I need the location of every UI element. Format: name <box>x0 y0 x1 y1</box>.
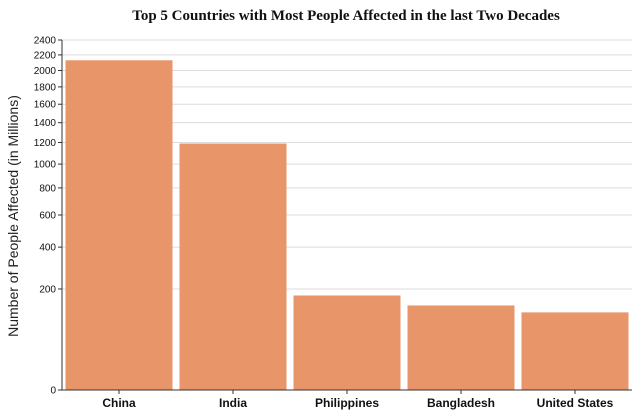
bar <box>293 295 401 390</box>
y-tick-label: 1200 <box>34 138 57 149</box>
bar <box>407 305 515 390</box>
y-tick-label: 1400 <box>34 118 57 129</box>
x-tick-label: India <box>219 396 247 410</box>
y-tick-label: 2200 <box>34 50 57 61</box>
y-tick-label: 600 <box>39 211 56 222</box>
y-axis-label: Number of People Affected (in Millions) <box>5 95 21 337</box>
y-tick-label: 200 <box>39 284 56 295</box>
y-tick-label: 400 <box>39 243 56 254</box>
y-tick-label: 2000 <box>34 66 57 77</box>
y-tick-label: 2400 <box>34 36 57 47</box>
x-tick-label: China <box>102 396 136 410</box>
y-tick-label: 1600 <box>34 100 57 111</box>
x-tick-label: United States <box>537 396 614 410</box>
chart-title: Top 5 Countries with Most People Affecte… <box>132 8 560 24</box>
y-tick-label: 800 <box>39 183 56 194</box>
x-tick-label: Philippines <box>315 396 379 410</box>
bars <box>65 60 629 391</box>
bar <box>65 60 173 391</box>
y-tick-label: 1800 <box>34 82 57 93</box>
y-tick-label: 1000 <box>34 160 57 171</box>
bar <box>521 312 629 390</box>
y-axis-ticks: 0 200 400 600 800 1000 1200 1400 1600 1800 2000 220… <box>34 36 62 397</box>
x-tick-label: Bangladesh <box>427 396 495 410</box>
x-axis-ticks: China India Philippines Bangladesh United St… <box>102 390 614 410</box>
y-tick-label: 0 <box>50 386 56 397</box>
bar <box>179 143 287 390</box>
